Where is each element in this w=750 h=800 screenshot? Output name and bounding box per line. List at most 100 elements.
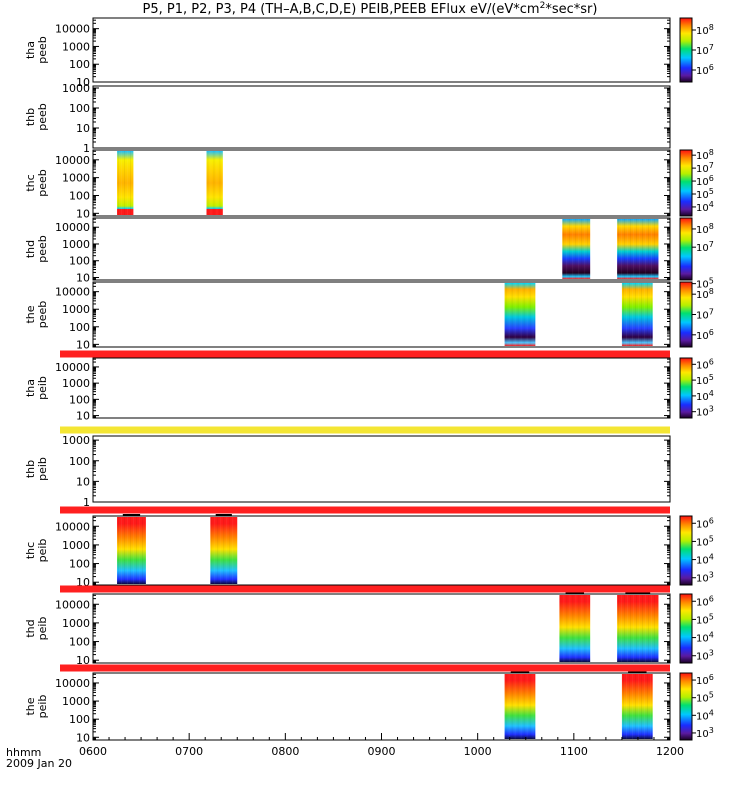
fill-value-bar bbox=[60, 506, 670, 514]
spectrogram-block bbox=[117, 151, 134, 215]
colorbar-scale bbox=[679, 17, 693, 83]
spectrogram-block bbox=[621, 283, 653, 346]
panel-product-label: peeb bbox=[36, 103, 49, 131]
spectrogram-block bbox=[617, 219, 659, 279]
panel-probe-label: the bbox=[24, 697, 37, 715]
y-tick-label: 10000 bbox=[55, 520, 90, 533]
block-top-cap bbox=[122, 514, 141, 516]
x-tick-label: 0900 bbox=[368, 745, 396, 758]
spectrogram-texture bbox=[623, 283, 651, 346]
colorbar-label: 106 bbox=[696, 673, 714, 687]
colorbar-label: 106 bbox=[696, 174, 714, 188]
spectrogram-block bbox=[504, 283, 536, 346]
panel-frame bbox=[92, 85, 671, 149]
spectrogram-texture bbox=[211, 517, 234, 584]
y-tick-label: 10 bbox=[76, 731, 90, 744]
colorbar-label: 107 bbox=[696, 43, 714, 57]
panel-product-label: peib bbox=[36, 457, 49, 481]
y-tick-label: 1000 bbox=[62, 434, 90, 447]
block-top-cap bbox=[215, 514, 232, 516]
block-top-cap bbox=[625, 592, 651, 594]
y-tick-label: 1000 bbox=[62, 539, 90, 552]
y-tick-label: 10000 bbox=[55, 286, 90, 299]
y-tick-label: 1000 bbox=[62, 40, 90, 53]
colorbar-scale bbox=[679, 672, 693, 741]
colorbar-label: 104 bbox=[696, 708, 714, 722]
colorbar-label: 105 bbox=[696, 691, 714, 705]
y-tick-label: 100 bbox=[69, 636, 90, 649]
panel-tha-peib: 10 100 1000 10000 tha peib 103 104 105 106 bbox=[24, 350, 714, 423]
colorbar: 103 104 105 106 bbox=[679, 515, 714, 586]
panel-the-peib: 10 100 1000 10000 the peib 103 104 105 106 bbox=[24, 664, 714, 744]
colorbar-scale bbox=[679, 357, 693, 419]
colorbar-label: 105 bbox=[696, 612, 714, 626]
spectrogram-texture bbox=[563, 219, 589, 279]
spectrogram-texture bbox=[118, 151, 131, 215]
panel-probe-label: thd bbox=[24, 619, 37, 637]
y-tick-label: 10 bbox=[76, 271, 90, 284]
panel-product-label: peeb bbox=[36, 301, 49, 329]
spectrogram-texture bbox=[618, 595, 655, 662]
colorbar-label: 103 bbox=[696, 649, 714, 663]
colorbar-label: 107 bbox=[696, 240, 714, 254]
colorbar: 103 104 105 106 bbox=[679, 593, 714, 664]
y-tick-label: 10000 bbox=[55, 598, 90, 611]
panel-probe-label: tha bbox=[24, 41, 37, 59]
colorbar-scale bbox=[679, 515, 693, 586]
colorbar-label: 107 bbox=[696, 161, 714, 175]
y-tick-label: 10 bbox=[76, 338, 90, 351]
y-tick-label: 100 bbox=[69, 455, 90, 468]
colorbar-label: 108 bbox=[696, 222, 714, 236]
colorbar-label: 104 bbox=[696, 553, 714, 567]
colorbar-scale bbox=[679, 149, 693, 217]
panel-frame bbox=[92, 17, 671, 83]
fill-value-bar bbox=[60, 664, 670, 672]
y-tick-label: 10 bbox=[76, 410, 90, 423]
colorbar-label: 105 bbox=[696, 534, 714, 548]
panel-frame bbox=[92, 149, 671, 217]
panel-frame bbox=[92, 357, 671, 419]
panel-product-label: peeb bbox=[36, 36, 49, 64]
fill-value-bar bbox=[60, 350, 670, 358]
spectrogram-block bbox=[562, 219, 591, 279]
block-top-cap bbox=[628, 671, 647, 673]
panel-product-label: peib bbox=[36, 539, 49, 563]
x-tick-label: 1100 bbox=[560, 745, 588, 758]
y-tick-label: 100 bbox=[69, 393, 90, 406]
x-axis-label: hhmm bbox=[6, 746, 41, 759]
panel-frame bbox=[92, 672, 671, 741]
y-tick-label: 1 bbox=[83, 142, 90, 155]
y-tick-label: 1 bbox=[83, 496, 90, 509]
x-tick-label: 0800 bbox=[271, 745, 299, 758]
colorbar-label: 108 bbox=[696, 23, 714, 37]
panel-probe-label: thd bbox=[24, 240, 37, 258]
spectrogram-block bbox=[559, 595, 591, 662]
x-tick-label: 0700 bbox=[175, 745, 203, 758]
panel-product-label: peib bbox=[36, 695, 49, 719]
y-tick-label: 1000 bbox=[62, 238, 90, 251]
colorbar-label: 104 bbox=[696, 389, 714, 403]
colorbar-label: 103 bbox=[696, 405, 714, 419]
y-tick-label: 100 bbox=[69, 255, 90, 268]
block-top-cap bbox=[510, 671, 530, 673]
y-tick-label: 100 bbox=[69, 189, 90, 202]
y-tick-label: 100 bbox=[69, 321, 90, 334]
spectrogram-texture bbox=[118, 517, 143, 584]
spectrogram-block bbox=[504, 674, 536, 739]
x-tick-label: 1000 bbox=[464, 745, 492, 758]
fill-value-bar bbox=[60, 585, 670, 593]
colorbar-label: 108 bbox=[696, 148, 714, 162]
panel-product-label: peib bbox=[36, 376, 49, 400]
x-tick-label: 1200 bbox=[656, 745, 684, 758]
fill-value-bar bbox=[60, 426, 670, 434]
y-tick-label: 100 bbox=[69, 58, 90, 71]
spectrogram-block bbox=[621, 674, 653, 739]
y-tick-label: 1000 bbox=[62, 303, 90, 316]
panel-thb-peib: 1 10 100 1000 thb peib bbox=[24, 426, 671, 509]
y-tick-label: 1000 bbox=[62, 82, 90, 95]
panel-probe-label: the bbox=[24, 305, 37, 323]
panel-frame bbox=[92, 281, 671, 348]
panel-product-label: peeb bbox=[36, 235, 49, 263]
colorbar-label: 106 bbox=[696, 328, 714, 342]
colorbar-label: 106 bbox=[696, 594, 714, 608]
